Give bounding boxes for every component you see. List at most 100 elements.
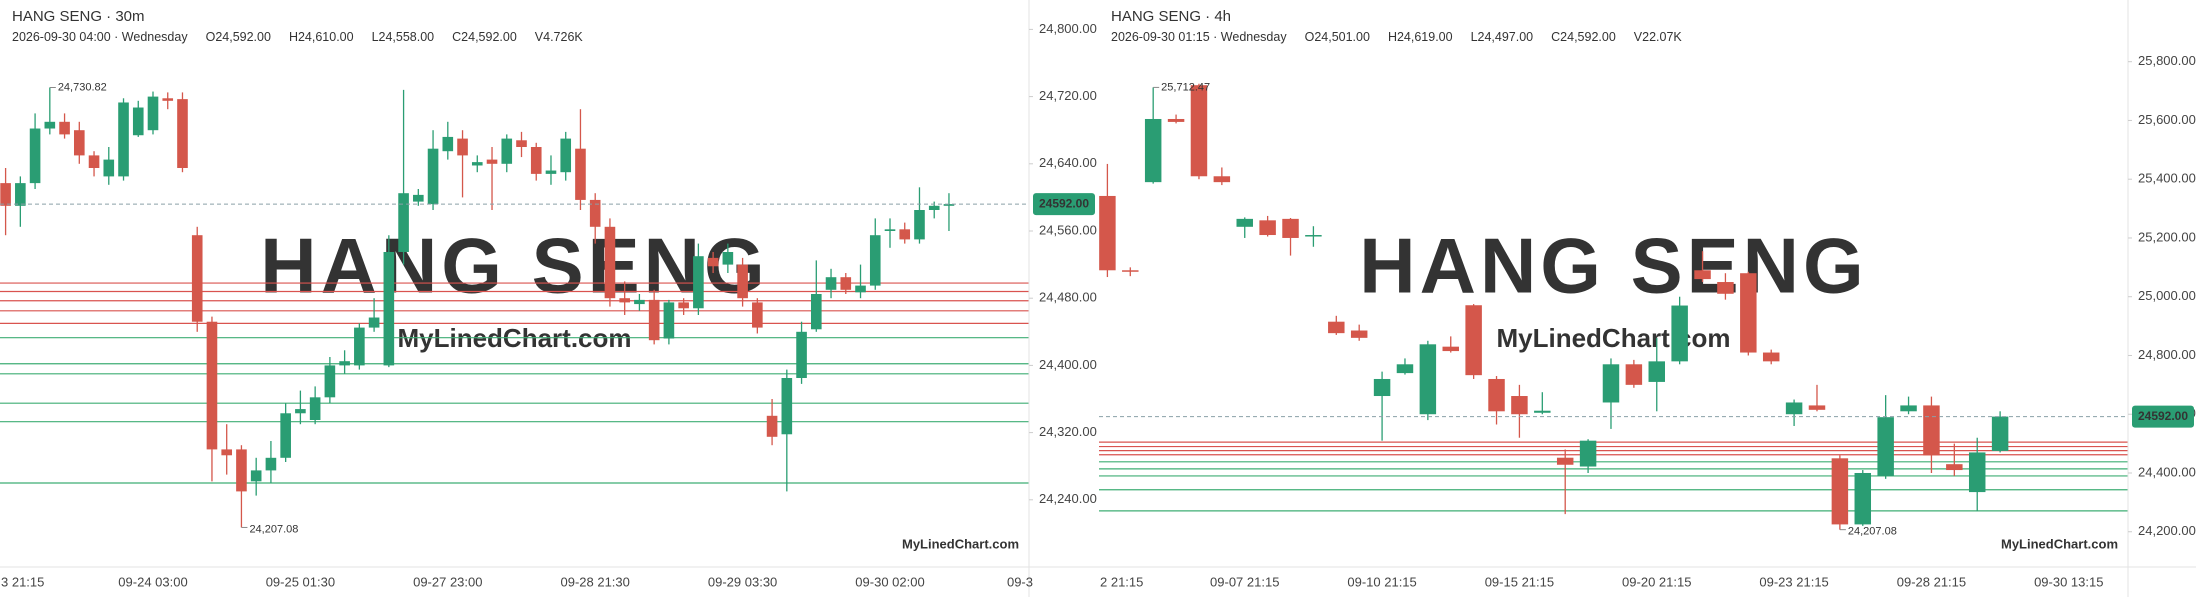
y-tick-label: 25,600.00 (2138, 112, 2196, 127)
candle-body (530, 147, 542, 174)
y-tick-label: 25,000.00 (2138, 288, 2196, 303)
candle-body (383, 252, 395, 366)
candle-body (1991, 416, 2009, 451)
candle-body (825, 277, 837, 290)
plot: HANG SENGMyLinedChart.com24,730.8224,207… (0, 81, 1029, 535)
candle-body (1785, 402, 1803, 415)
candle-body (44, 121, 56, 129)
candle-body (707, 257, 719, 267)
candle-body (1877, 417, 1894, 476)
candle-body (1717, 282, 1734, 294)
candle-body (722, 252, 734, 265)
x-tick-label: 09-30 02:00 (855, 574, 924, 589)
chart-subtitle: 2026-09-30 01:15 · Wednesday (1111, 30, 1287, 44)
candle-body (575, 148, 586, 200)
watermark-site: MyLinedChart.com (1496, 323, 1730, 353)
candle-body (1579, 440, 1597, 467)
high-marker-label: 24,730.82 (58, 81, 107, 93)
candle-body (250, 470, 262, 482)
credit: MyLinedChart.com (2001, 536, 2118, 551)
x-tick-label: 09-20 21:15 (1622, 574, 1691, 589)
y-tick-label: 24,800.00 (1039, 21, 1097, 36)
x-tick-label: 09-15 21:15 (1485, 574, 1554, 589)
candle-body (1350, 330, 1368, 338)
candle-body (1671, 305, 1688, 362)
x-tick-label: 3 21:15 (1, 574, 44, 589)
candle-body (103, 159, 115, 177)
y-tick-label: 24,240.00 (1039, 491, 1097, 506)
ohlc-label: V4.726K (535, 30, 584, 44)
chart-title: HANG SENG · 30m (12, 8, 145, 25)
candle-body (118, 102, 129, 177)
candle-body (619, 298, 630, 303)
y-tick-label: 25,800.00 (2138, 53, 2196, 68)
candle-body (766, 415, 778, 437)
ohlc-label: C24,592.00 (1551, 30, 1616, 44)
x-tick-label: 09-07 21:15 (1210, 574, 1279, 589)
chart-info: 2026-09-30 04:00 · Wednesday O24,592.00 H2… (12, 30, 583, 44)
candle-body (1465, 305, 1482, 376)
high-marker-label: 25,712.47 (1161, 81, 1210, 93)
candle-body (206, 321, 218, 450)
candle-body (604, 226, 616, 299)
candle-body (928, 205, 940, 210)
low-marker-label: 24,207.08 (249, 523, 298, 535)
candle-body (1923, 405, 1940, 456)
ohlc-label: V22.07K (1634, 30, 1683, 44)
candle-body (1236, 218, 1253, 227)
candle-body (501, 138, 513, 164)
chart-info: 2026-09-30 01:15 · Wednesday O24,501.00 H2… (1111, 30, 1682, 44)
candle-body (1099, 195, 1116, 271)
candle-body (899, 229, 911, 240)
ohlc-label: L24,497.00 (1471, 30, 1534, 44)
candle-body (810, 294, 822, 330)
last-price-box (1033, 193, 1095, 216)
x-tick-label: 09-29 03:30 (708, 574, 777, 589)
candle-body (516, 140, 527, 147)
candle-body (1648, 361, 1666, 382)
x-tick-label: 09-25 01:30 (266, 574, 335, 589)
x-tick-label: 09-10 21:15 (1347, 574, 1416, 589)
candle-body (295, 409, 306, 414)
candle-body (663, 302, 675, 339)
x-tick-label: 09-23 21:15 (1759, 574, 1828, 589)
candle-body (354, 327, 365, 366)
candle-body (457, 138, 468, 156)
candle-body (693, 256, 704, 309)
low-marker-label: 24,207.08 (1848, 526, 1897, 538)
x-tick-label: 09-28 21:15 (1897, 574, 1966, 589)
y-tick-label: 24,320.00 (1039, 424, 1097, 439)
candle-body (1808, 405, 1826, 410)
candle-body (59, 121, 70, 135)
ohlc-label: O24,592.00 (206, 30, 271, 44)
candle-body (1556, 457, 1574, 465)
candle-body (236, 449, 247, 492)
candle-body (1213, 176, 1231, 183)
candle-body (781, 378, 793, 435)
candle-body (589, 199, 601, 227)
candle-body (398, 193, 409, 252)
candle-body (560, 138, 572, 173)
candle-body (855, 285, 866, 293)
candle-body (1762, 352, 1780, 362)
candle-body (265, 457, 277, 471)
candle-body (1167, 118, 1185, 122)
x-tick-label: 09-30 13:15 (2034, 574, 2103, 589)
candle-body (1419, 344, 1437, 415)
y-tick-label: 24,560.00 (1039, 222, 1097, 237)
candle-body (1259, 220, 1276, 236)
x-tick-label: 09-27 23:00 (413, 574, 482, 589)
candle-body (368, 317, 380, 328)
candle-body (1968, 452, 1986, 493)
last-price-box (2132, 405, 2194, 428)
candle-body (1694, 270, 1711, 280)
watermark: HANG SENG (1359, 222, 1867, 310)
y-tick-label: 24,480.00 (1039, 290, 1097, 305)
ohlc-label: O24,501.00 (1305, 30, 1370, 44)
y-tick-label: 24,800.00 (2138, 347, 2196, 362)
candle-body (1511, 396, 1528, 415)
chart-title: HANG SENG · 4h (1111, 8, 1231, 25)
watermark: HANG SENG (260, 222, 768, 310)
y-tick-label: 24,400.00 (2138, 464, 2196, 479)
